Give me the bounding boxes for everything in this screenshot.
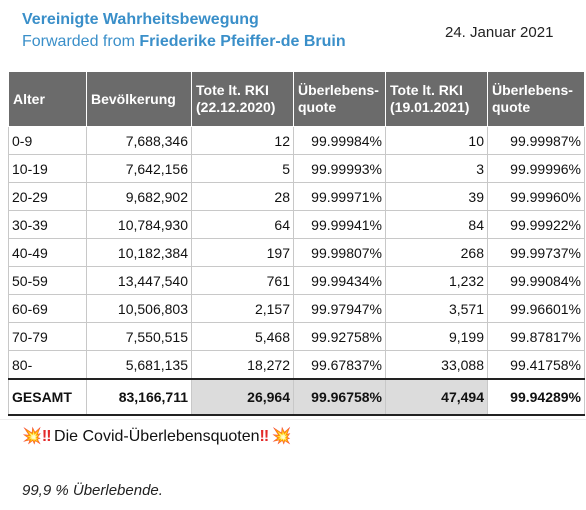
cell-rate-jan: 99.99737% bbox=[487, 238, 585, 267]
forwarded-prefix: Forwarded from bbox=[22, 33, 135, 50]
divider bbox=[0, 419, 586, 420]
header-population: Bevölkerung bbox=[86, 71, 192, 127]
cell-deaths-jan: 1,232 bbox=[385, 266, 488, 295]
cell-population: 7,688,346 bbox=[86, 126, 192, 155]
cell-deaths-jan: 10 bbox=[385, 126, 488, 155]
cell-rate-jan: 99.87817% bbox=[487, 322, 585, 351]
cell-deaths-dec: 12 bbox=[191, 126, 294, 155]
cell-rate-dec: 99.99984% bbox=[293, 126, 386, 155]
cell-rate-dec: 99.99993% bbox=[293, 154, 386, 183]
cell-rate-jan: 99.99922% bbox=[487, 210, 585, 239]
table-row: 10-19 7,642,156 5 99.99993% 3 99.99996% bbox=[8, 154, 585, 183]
cell-deaths-dec: 197 bbox=[191, 238, 294, 267]
cell-age: 60-69 bbox=[8, 294, 87, 323]
cell-deaths-dec: 28 bbox=[191, 182, 294, 211]
caption-text: Die Covid-Überlebensquoten bbox=[54, 428, 260, 445]
table-row: 60-69 10,506,803 2,157 99.97947% 3,571 99.966… bbox=[8, 294, 585, 323]
table-row: 50-59 13,447,540 761 99.99434% 1,232 99.99084… bbox=[8, 266, 585, 295]
header-rate-dec: Überlebens-quote bbox=[293, 71, 386, 127]
cell-deaths-dec: 26,964 bbox=[191, 378, 294, 416]
collision-icon: 💥 bbox=[271, 428, 292, 445]
cell-rate-jan: 99.41758% bbox=[487, 350, 585, 380]
cell-population: 10,506,803 bbox=[86, 294, 192, 323]
cell-rate-jan: 99.99960% bbox=[487, 182, 585, 211]
caption: 💥‼ Die Covid-Überlebensquoten‼ 💥 bbox=[22, 426, 292, 446]
cell-age: 80- bbox=[8, 350, 87, 380]
cell-rate-jan: 99.99084% bbox=[487, 266, 585, 295]
cell-deaths-jan: 9,199 bbox=[385, 322, 488, 351]
cell-rate-jan: 99.94289% bbox=[487, 378, 585, 416]
cell-population: 7,642,156 bbox=[86, 154, 192, 183]
cell-rate-jan: 99.99987% bbox=[487, 126, 585, 155]
forwarded-source[interactable]: Friederike Pfeiffer-de Bruin bbox=[139, 33, 346, 50]
cell-population: 10,784,930 bbox=[86, 210, 192, 239]
header-rate-jan: Überlebens-quote bbox=[487, 71, 585, 127]
cell-deaths-dec: 5 bbox=[191, 154, 294, 183]
table-total-row: GESAMT 83,166,711 26,964 99.96758% 47,494 99.… bbox=[8, 378, 585, 416]
cell-age: 20-29 bbox=[8, 182, 87, 211]
collision-icon: 💥 bbox=[22, 428, 42, 445]
cell-deaths-jan: 84 bbox=[385, 210, 488, 239]
table-row: 40-49 10,182,384 197 99.99807% 268 99.99737% bbox=[8, 238, 585, 267]
cell-deaths-dec: 5,468 bbox=[191, 322, 294, 351]
cell-rate-dec: 99.99434% bbox=[293, 266, 386, 295]
cell-population: 5,681,135 bbox=[86, 350, 192, 380]
cell-rate-dec: 99.67837% bbox=[293, 350, 386, 380]
cell-deaths-jan: 3,571 bbox=[385, 294, 488, 323]
cell-age: 10-19 bbox=[8, 154, 87, 183]
cell-deaths-jan: 3 bbox=[385, 154, 488, 183]
forwarded-line: Forwarded from Friederike Pfeiffer-de Br… bbox=[22, 31, 346, 53]
header-age: Alter bbox=[8, 71, 87, 127]
cell-population: 9,682,902 bbox=[86, 182, 192, 211]
cell-population: 13,447,540 bbox=[86, 266, 192, 295]
double-exclamation-icon: ‼ bbox=[41, 428, 52, 445]
cell-population: 7,550,515 bbox=[86, 322, 192, 351]
header-deaths-dec: Tote lt. RKI (22.12.2020) bbox=[191, 71, 294, 127]
cell-deaths-jan: 39 bbox=[385, 182, 488, 211]
cell-rate-dec: 99.96758% bbox=[293, 378, 386, 416]
header-deaths-jan: Tote lt. RKI (19.01.2021) bbox=[385, 71, 488, 127]
survival-table: Alter Bevölkerung Tote lt. RKI (22.12.20… bbox=[8, 71, 585, 416]
cell-age: 0-9 bbox=[8, 126, 87, 155]
cell-rate-dec: 99.97947% bbox=[293, 294, 386, 323]
cell-population: 83,166,711 bbox=[86, 378, 192, 416]
cell-age: 30-39 bbox=[8, 210, 87, 239]
cell-age: GESAMT bbox=[8, 378, 87, 416]
cell-age: 50-59 bbox=[8, 266, 87, 295]
cell-rate-dec: 99.92758% bbox=[293, 322, 386, 351]
cell-rate-dec: 99.99941% bbox=[293, 210, 386, 239]
cell-deaths-jan: 47,494 bbox=[385, 378, 488, 416]
cell-deaths-dec: 2,157 bbox=[191, 294, 294, 323]
channel-name[interactable]: Vereinigte Wahrheitsbewegung bbox=[22, 11, 259, 28]
cell-deaths-dec: 18,272 bbox=[191, 350, 294, 380]
note-text: 99,9 % Überlebende. bbox=[22, 482, 163, 499]
image-table: Alter Bevölkerung Tote lt. RKI (22.12.20… bbox=[8, 71, 585, 416]
table-header-row: Alter Bevölkerung Tote lt. RKI (22.12.20… bbox=[8, 71, 585, 127]
table-row: 80- 5,681,135 18,272 99.67837% 33,088 99.4175… bbox=[8, 350, 585, 380]
table-row: 20-29 9,682,902 28 99.99971% 39 99.99960% bbox=[8, 182, 585, 211]
table-row: 30-39 10,784,930 64 99.99941% 84 99.99922% bbox=[8, 210, 585, 239]
cell-population: 10,182,384 bbox=[86, 238, 192, 267]
cell-rate-dec: 99.99807% bbox=[293, 238, 386, 267]
cell-rate-jan: 99.96601% bbox=[487, 294, 585, 323]
cell-deaths-jan: 268 bbox=[385, 238, 488, 267]
cell-rate-dec: 99.99971% bbox=[293, 182, 386, 211]
double-exclamation-icon: ‼ bbox=[259, 428, 270, 445]
cell-age: 70-79 bbox=[8, 322, 87, 351]
table-row: 0-9 7,688,346 12 99.99984% 10 99.99987% bbox=[8, 126, 585, 155]
cell-age: 40-49 bbox=[8, 238, 87, 267]
cell-rate-jan: 99.99996% bbox=[487, 154, 585, 183]
cell-deaths-dec: 64 bbox=[191, 210, 294, 239]
cell-deaths-dec: 761 bbox=[191, 266, 294, 295]
post-date: 24. Januar 2021 bbox=[445, 24, 554, 41]
post-header: Vereinigte Wahrheitsbewegung Forwarded f… bbox=[22, 9, 346, 53]
table-row: 70-79 7,550,515 5,468 99.92758% 9,199 99.8781… bbox=[8, 322, 585, 351]
cell-deaths-jan: 33,088 bbox=[385, 350, 488, 380]
